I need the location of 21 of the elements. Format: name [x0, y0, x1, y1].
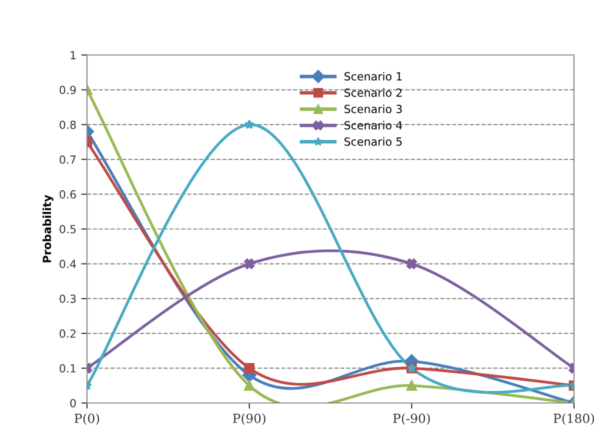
- y-tick-label: 0.9: [60, 86, 76, 94]
- y-tick-label: 0.5: [60, 224, 76, 234]
- legend-label: Scenario 1: [344, 72, 402, 81]
- legend-label: Scenario 4: [344, 120, 402, 130]
- x-tick-label: P(0): [74, 413, 100, 425]
- y-tick-label: 0.7: [60, 155, 76, 164]
- y-tick-label: 0.3: [60, 294, 76, 303]
- y-tick-label: 0.6: [60, 190, 76, 199]
- x-tick-label: P(-90): [393, 413, 430, 425]
- y-tick-label: 0.2: [60, 329, 76, 338]
- y-tick-label: 1: [70, 51, 76, 60]
- y-tick-label: 0.1: [60, 364, 76, 373]
- y-tick-label: 0.8: [60, 120, 76, 129]
- legend-label: Scenario 3: [344, 104, 402, 114]
- y-tick-label: 0: [70, 398, 76, 408]
- x-tick-label: P(90): [232, 413, 266, 425]
- legend-label: Scenario 2: [344, 88, 402, 97]
- x-tick-label: P(180): [554, 413, 594, 425]
- y-tick-label: 0.4: [60, 260, 76, 268]
- y-axis-title: Probability: [42, 194, 54, 262]
- legend-label: Scenario 5: [344, 137, 402, 146]
